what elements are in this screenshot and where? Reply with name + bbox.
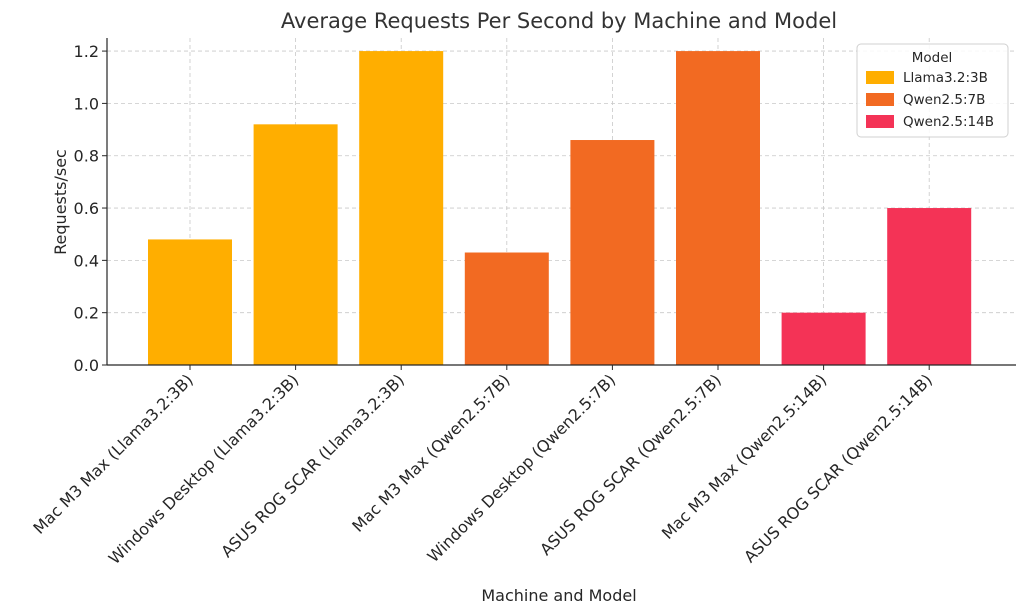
y-tick-label: 0.8 <box>74 147 99 166</box>
y-tick-label: 1.2 <box>74 42 99 61</box>
bar-8 <box>887 208 972 365</box>
x-ticks: Mac M3 Max (Llama3.2:3B)Windows Desktop … <box>29 365 936 568</box>
legend-swatch <box>866 71 894 84</box>
bar-1 <box>148 239 232 365</box>
legend-entry: Qwen2.5:14B <box>903 114 994 130</box>
y-tick-label: 0.6 <box>74 199 99 218</box>
legend-entry: Llama3.2:3B <box>903 70 988 86</box>
y-tick-label: 0.4 <box>74 251 99 270</box>
x-axis-label: Machine and Model <box>481 586 636 605</box>
x-tick-label: ASUS ROG SCAR (Qwen2.5:14B) <box>740 370 936 566</box>
legend-box <box>856 43 1009 138</box>
y-ticks: 0.0 0.2 0.4 0.6 0.8 1.0 1.2 <box>74 42 107 375</box>
chart-title: Average Requests Per Second by Machine a… <box>281 9 837 33</box>
bar-6 <box>676 51 760 366</box>
x-tick-label: ASUS ROG SCAR (Llama3.2:3B) <box>217 370 408 561</box>
legend: Model Llama3.2:3B Qwen2.5:7B Qwen2.5:14B <box>856 43 1009 138</box>
bar-4 <box>464 252 549 365</box>
legend-swatch <box>866 115 894 128</box>
bar-2 <box>253 124 338 365</box>
x-tick-label: ASUS ROG SCAR (Qwen2.5:7B) <box>536 370 725 559</box>
legend-swatch <box>866 93 894 106</box>
bars <box>148 51 972 366</box>
y-tick-label: 0.2 <box>74 304 99 323</box>
y-tick-label: 0.0 <box>74 356 99 375</box>
x-tick-label: Mac M3 Max (Qwen2.5:14B) <box>658 370 831 543</box>
y-axis-label: Requests/sec <box>51 149 70 255</box>
legend-title: Model <box>912 50 953 66</box>
bar-3 <box>359 51 444 366</box>
x-tick-label: Windows Desktop (Qwen2.5:7B) <box>424 370 620 566</box>
axes <box>106 38 1016 366</box>
bar-5 <box>570 140 655 365</box>
y-tick-label: 1.0 <box>74 94 99 113</box>
x-tick-label: Windows Desktop (Llama3.2:3B) <box>105 370 303 568</box>
bar-7 <box>781 312 866 365</box>
legend-entry: Qwen2.5:7B <box>903 92 985 108</box>
